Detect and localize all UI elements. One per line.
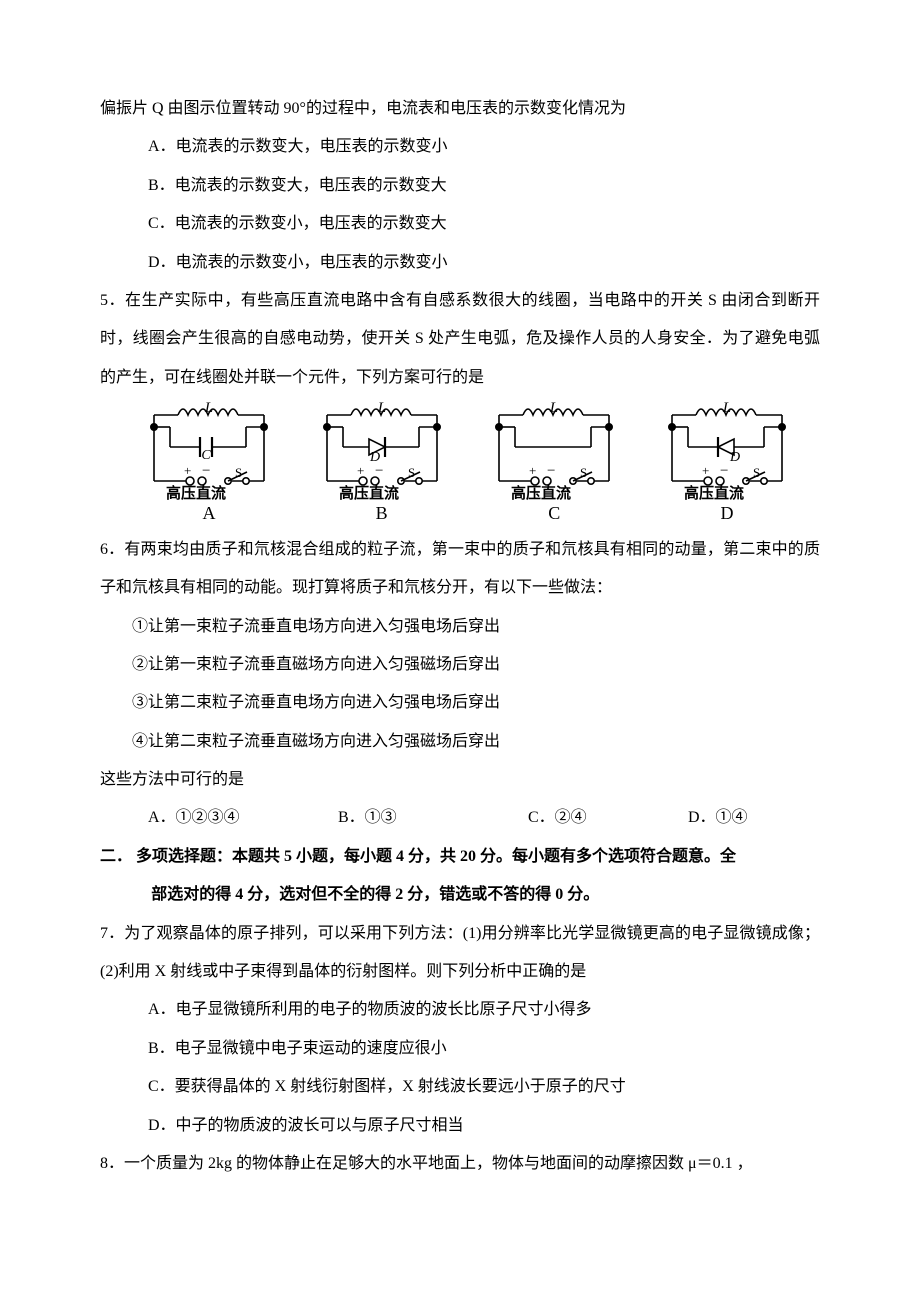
q5-diagram-c: L + − S 高压直流 C [479,401,629,525]
svg-text:−: − [720,463,728,479]
svg-text:+: + [184,463,191,478]
svg-text:S: S [408,465,415,480]
svg-text:−: − [547,463,555,479]
q6-opt-b: B．①③ [338,799,528,837]
q4-opt-c: C．电流表的示数变小，电压表的示数变大 [100,205,820,243]
q7-opt-a: A．电子显微镜所利用的电子的物质波的波长比原子尺寸小得多 [100,991,820,1029]
q6-opt-d: D．①④ [688,799,808,837]
q4-opt-b: B．电流表的示数变大，电压表的示数变大 [100,167,820,205]
q5-caption-d: D [652,503,802,525]
q4-opt-d: D．电流表的示数变小，电压表的示数变小 [100,244,820,282]
q7-stem: 7．为了观察晶体的原子排列，可以采用下列方法：(1)用分辨率比光学显微镜更高的电… [100,915,820,992]
q6-m3: ③让第二束粒子流垂直电场方向进入匀强电场后穿出 [100,684,820,722]
q6-m2: ②让第一束粒子流垂直磁场方向进入匀强磁场后穿出 [100,646,820,684]
svg-text:L: L [722,401,731,416]
q5-diagram-d: L D + − S 高压直流 D [652,401,802,525]
q6-opt-c: C．②④ [528,799,688,837]
svg-text:高压直流: 高压直流 [684,484,744,501]
q4-opt-a: A．电流表的示数变大，电压表的示数变小 [100,128,820,166]
svg-text:高压直流: 高压直流 [339,484,399,501]
q5-diagram-a: L C + − S 高压直流 A [134,401,284,525]
q7-opt-d: D．中子的物质波的波长可以与原子尺寸相当 [100,1107,820,1145]
q5-stem: 5．在生产实际中，有些高压直流电路中含有自感系数很大的线圈，当电路中的开关 S … [100,282,820,397]
svg-text:L: L [376,401,385,416]
svg-text:L: L [204,401,213,416]
q6-m4: ④让第二束粒子流垂直磁场方向进入匀强磁场后穿出 [100,723,820,761]
svg-text:S: S [580,465,587,480]
q5-caption-c: C [479,503,629,525]
q8-stem: 8．一个质量为 2kg 的物体静止在足够大的水平地面上，物体与地面间的动摩擦因数… [100,1145,820,1183]
svg-text:D: D [729,450,740,465]
q7-opt-b: B．电子显微镜中电子束运动的速度应很小 [100,1030,820,1068]
svg-text:+: + [702,463,709,478]
svg-text:−: − [202,463,210,479]
q5-caption-b: B [307,503,457,525]
svg-text:−: − [375,463,383,479]
svg-text:L: L [549,401,558,416]
q7-opt-c: C．要获得晶体的 X 射线衍射图样，X 射线波长要远小于原子的尺寸 [100,1068,820,1106]
svg-text:+: + [357,463,364,478]
q5-diagrams: L C + − S 高压直流 A [100,397,820,525]
svg-text:高压直流: 高压直流 [511,484,571,501]
q4-stem: 偏振片 Q 由图示位置转动 90°的过程中，电流表和电压表的示数变化情况为 [100,90,820,128]
section2-heading: 二． 多项选择题：本题共 5 小题，每小题 4 分，共 20 分。每小题有多个选… [100,838,820,876]
svg-text:S: S [235,465,242,480]
q5-caption-a: A [134,503,284,525]
svg-text:高压直流: 高压直流 [166,484,226,501]
svg-text:+: + [529,463,536,478]
q6-opt-a: A．①②③④ [148,799,338,837]
q6-tail: 这些方法中可行的是 [100,761,820,799]
q6-options: A．①②③④ B．①③ C．②④ D．①④ [100,799,820,837]
svg-text:S: S [753,465,760,480]
section2-sub: 部选对的得 4 分，选对但不全的得 2 分，错选或不答的得 0 分。 [100,876,820,914]
q6-m1: ①让第一束粒子流垂直电场方向进入匀强电场后穿出 [100,608,820,646]
q5-diagram-b: L D + − S 高压直流 B [307,401,457,525]
q6-stem: 6．有两束均由质子和氘核混合组成的粒子流，第一束中的质子和氘核具有相同的动量，第… [100,531,820,608]
svg-text:C: C [201,448,211,463]
